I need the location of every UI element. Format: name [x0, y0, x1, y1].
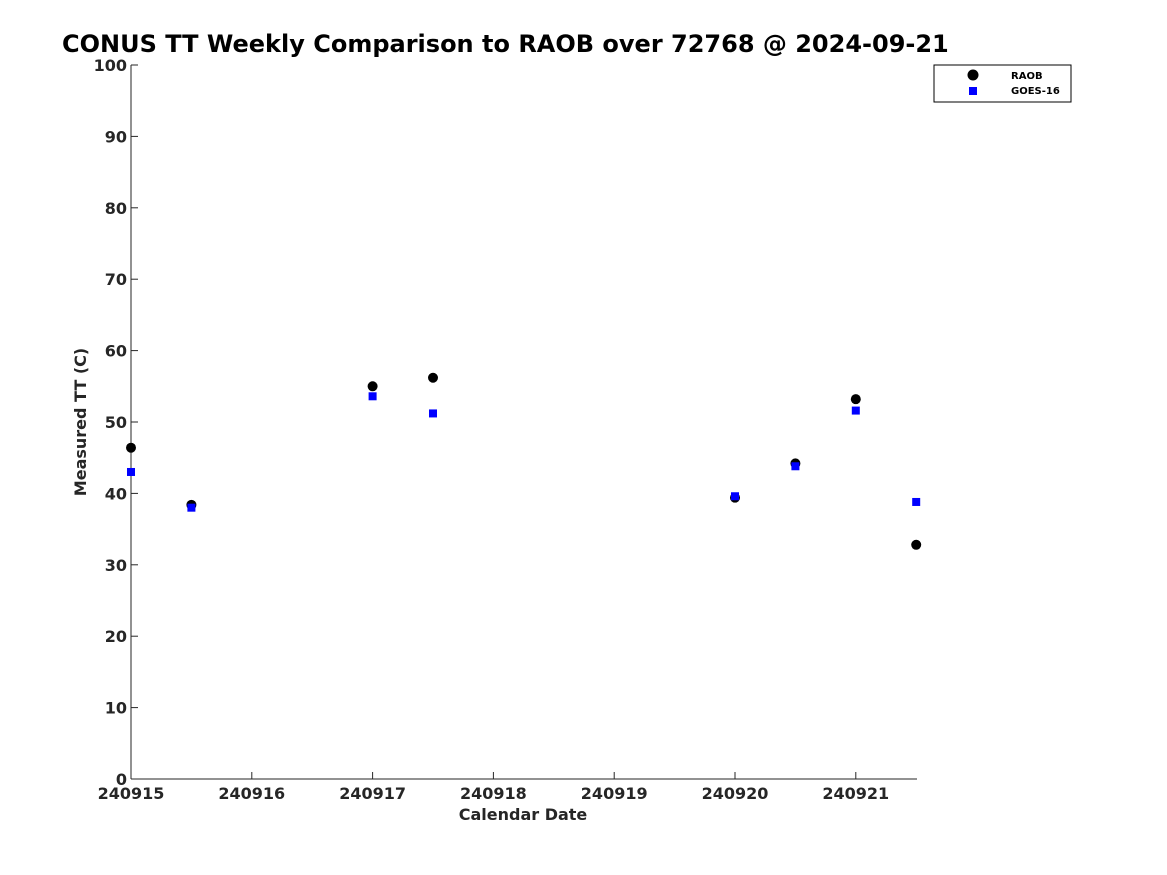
- point-raob: [911, 539, 922, 550]
- point-raob: [126, 442, 136, 453]
- point-goes16: [851, 406, 860, 415]
- legend: RAOB GOES-16: [933, 64, 1072, 103]
- point-raob: [367, 381, 378, 392]
- legend-marker-raob: [967, 69, 979, 81]
- point-raob: [850, 394, 861, 405]
- legend-box: [933, 64, 1072, 103]
- axes: [130, 65, 917, 780]
- x-ticks: 240915 240916 240917 240918 240919 240920 2409…: [98, 772, 889, 803]
- y-tick-label: 80: [105, 199, 127, 218]
- y-ticks: 0 10 20 30 40 50 60 70 80 90 100: [94, 56, 138, 789]
- y-tick-label: 20: [105, 627, 127, 646]
- point-goes16: [429, 409, 437, 418]
- x-tick-label: 240917: [339, 784, 406, 803]
- point-goes16: [127, 467, 135, 476]
- point-goes16: [731, 492, 739, 501]
- point-goes16: [187, 503, 196, 512]
- point-goes16: [368, 392, 377, 401]
- x-tick-label: 240918: [460, 784, 527, 803]
- y-tick-label: 50: [105, 413, 127, 432]
- y-tick-label: 70: [105, 270, 127, 289]
- legend-marker-goes16: [969, 87, 977, 95]
- x-tick-label: 240919: [581, 784, 648, 803]
- x-axis-label: Calendar Date: [459, 805, 588, 824]
- y-tick-label: 100: [94, 56, 127, 75]
- point-goes16: [791, 462, 800, 471]
- y-axis-label: Measured TT (C): [71, 348, 90, 496]
- y-tick-label: 90: [105, 127, 127, 146]
- legend-label-raob: RAOB: [1011, 71, 1043, 82]
- y-tick-label: 60: [105, 342, 127, 361]
- x-tick-label: 240915: [98, 784, 165, 803]
- chart-title: CONUS TT Weekly Comparison to RAOB over …: [62, 30, 949, 58]
- point-goes16: [912, 497, 921, 506]
- x-tick-label: 240921: [822, 784, 889, 803]
- y-tick-label: 40: [105, 484, 127, 503]
- data-points: [126, 372, 922, 550]
- legend-label-goes16: GOES-16: [1011, 86, 1060, 97]
- y-tick-label: 10: [105, 699, 127, 718]
- point-raob: [428, 372, 438, 383]
- y-tick-label: 30: [105, 556, 127, 575]
- y-tick-label: 0: [116, 770, 127, 789]
- x-tick-label: 240916: [218, 784, 285, 803]
- x-tick-label: 240920: [702, 784, 769, 803]
